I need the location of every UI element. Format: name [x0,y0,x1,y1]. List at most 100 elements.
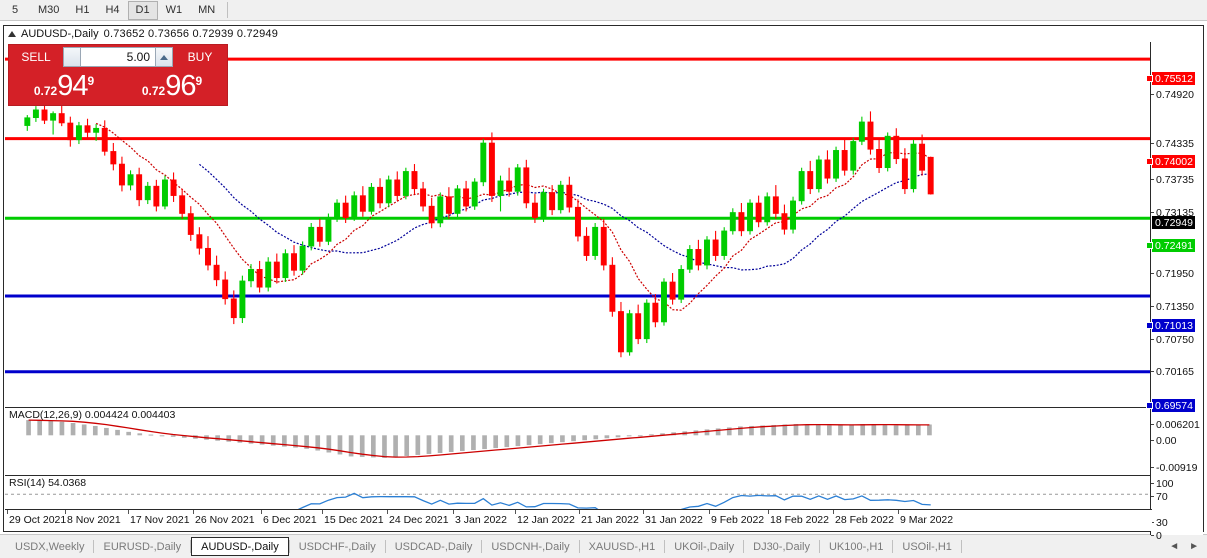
tab-divider [481,540,483,553]
price-tick-label: 0.71350 [1151,300,1204,313]
sell-price-main: 94 [57,70,88,102]
price-tick-label: 0.74335 [1151,137,1204,150]
price-level-marker[interactable] [1146,322,1153,329]
time-axis-label: 9 Mar 2022 [900,514,954,526]
chart-tab-bar: USDX,Weekly EURUSD-,Daily AUDUSD-,Daily USD… [0,534,1207,558]
volume-increase-icon[interactable] [155,48,172,66]
tab-divider [93,540,95,553]
chart-tab-usoilh1[interactable]: USOil-,H1 [902,540,952,553]
time-axis-tick [322,510,323,514]
macd-indicator-plot[interactable]: MACD(12,26,9) 0.004424 0.004403 [5,407,1152,473]
chart-tab-eurusddaily[interactable]: EURUSD-,Daily [103,540,182,553]
price-tick-label: 0.73135 [1151,206,1204,219]
timeframe-toolbar: 5 M30 H1 H4 D1 W1 MN [0,0,1207,21]
scroll-right-icon[interactable]: ► [1189,541,1199,552]
price-level-tag[interactable]: 0.75512 [1152,72,1195,85]
tick-dash [1151,535,1154,536]
time-scale-axis[interactable]: 29 Oct 2021 8 Nov 2021 17 Nov 2021 26 Nov 2… [5,509,1152,531]
chart-title-bar: AUDUSD-,Daily 0.73652 0.73656 0.72939 0.… [4,26,1203,42]
sell-price-prefix: 0.72 [33,84,58,98]
time-axis-label: 24 Dec 2021 [389,514,449,526]
toolbar-divider [227,2,229,18]
tick-value: -0.00919 [1156,461,1198,474]
volume-stepper[interactable]: 5.00 [63,47,173,67]
volume-value[interactable]: 5.00 [81,48,155,66]
sell-button[interactable]: SELL [12,47,60,67]
price-level-marker[interactable] [1146,158,1153,165]
tab-divider [384,540,386,553]
chart-tab-xauusdh1[interactable]: XAUUSD-,H1 [588,540,656,553]
scroll-left-icon[interactable]: ◄ [1169,541,1180,552]
chart-tab-usdcaddaily[interactable]: USDCAD-,Daily [394,540,473,553]
chart-tab-dj30daily[interactable]: DJ30-,Daily [753,540,810,553]
chart-tab-uk100h1[interactable]: UK100-,H1 [828,540,884,553]
chart-tab-usdchfdaily[interactable]: USDCHF-,Daily [298,540,376,553]
tab-divider [664,540,666,553]
buy-button[interactable]: BUY [176,47,224,67]
tick-dash [1151,273,1154,274]
tab-scroll-controls: ◄ ► [1169,541,1207,552]
price-chart-plot[interactable] [5,42,1152,404]
volume-decrease-icon[interactable] [64,48,81,66]
price-level-tag[interactable]: 0.69574 [1152,399,1195,412]
price-level-tag[interactable]: 0.74002 [1152,155,1195,168]
tick-value: 0.73135 [1156,206,1194,219]
tick-dash [1151,467,1154,468]
buy-price-display[interactable]: 0.72 96 9 [120,69,224,102]
time-axis-tick [709,510,710,514]
chart-tab-ukoildaily[interactable]: UKOil-,Daily [674,540,735,553]
tick-value: 0.006201 [1156,418,1200,431]
tick-dash [1151,306,1154,307]
tab-divider [743,540,745,553]
time-axis-tick [643,510,644,514]
time-axis-label: 28 Feb 2022 [835,514,894,526]
timeframe-button-w1[interactable]: W1 [165,4,183,16]
timeframe-button-d1[interactable]: D1 [127,0,158,20]
tick-value: 0.73735 [1156,173,1194,186]
tick-value: 0.74920 [1156,88,1194,101]
price-tick-label: 0 [1151,529,1204,542]
chart-tab-usdxweekly[interactable]: USDX,Weekly [15,540,85,553]
tick-value: 100 [1156,477,1174,490]
timeframe-button-5[interactable]: 5 [11,4,19,16]
tick-dash [1151,440,1154,441]
timeframe-button-h4[interactable]: H4 [105,4,120,16]
sell-price-display[interactable]: 0.72 94 9 [12,69,116,102]
tab-divider [288,540,290,553]
timeframe-button-m30[interactable]: M30 [38,4,60,16]
tick-dash [1151,94,1154,95]
price-level-tag[interactable]: 0.71013 [1152,319,1195,332]
price-level-marker[interactable] [1146,75,1153,82]
collapse-triangle-icon[interactable] [8,31,16,37]
chart-ohlc-values: 0.73652 0.73656 0.72939 0.72949 [103,28,279,40]
price-level-marker[interactable] [1146,242,1153,249]
price-tick-label: 0.74920 [1151,88,1204,101]
tick-dash [1151,424,1154,425]
price-tick-label: 0.006201 [1151,418,1204,431]
price-tick-label: 70 [1151,490,1204,503]
tab-divider [578,540,580,553]
current-price-tag[interactable]: 0.72949 [1152,216,1195,229]
time-axis-label: 15 Dec 2021 [324,514,384,526]
time-axis-label: 29 Oct 2021 [9,514,67,526]
time-axis-tick [515,510,516,514]
price-level-marker[interactable] [1146,402,1153,409]
time-axis-label: 21 Jan 2022 [581,514,639,526]
time-axis-label: 6 Dec 2021 [263,514,317,526]
time-axis-tick [65,510,66,514]
price-scale-axis[interactable]: 0.75512 0.74920 0.74335 0.74002 0.73735 0.731… [1146,42,1204,542]
trade-panel-controls: SELL 5.00 BUY [9,45,227,69]
time-axis-label: 18 Feb 2022 [770,514,829,526]
tick-value: 0.74335 [1156,137,1194,150]
buy-price-fraction: 9 [195,74,203,88]
chart-tab-usdcnhdaily[interactable]: USDCNH-,Daily [491,540,570,553]
chart-tab-audusddaily[interactable]: AUDUSD-,Daily [191,537,289,556]
timeframe-button-h1[interactable]: H1 [75,4,90,16]
time-axis-label: 8 Nov 2021 [67,514,121,526]
price-tick-label: 0.00 [1151,434,1204,447]
timeframe-button-mn[interactable]: MN [198,4,216,16]
tick-value: 0.00 [1156,434,1177,447]
macd-label: MACD(12,26,9) 0.004424 0.004403 [9,409,176,421]
price-level-tag[interactable]: 0.72491 [1152,239,1195,252]
